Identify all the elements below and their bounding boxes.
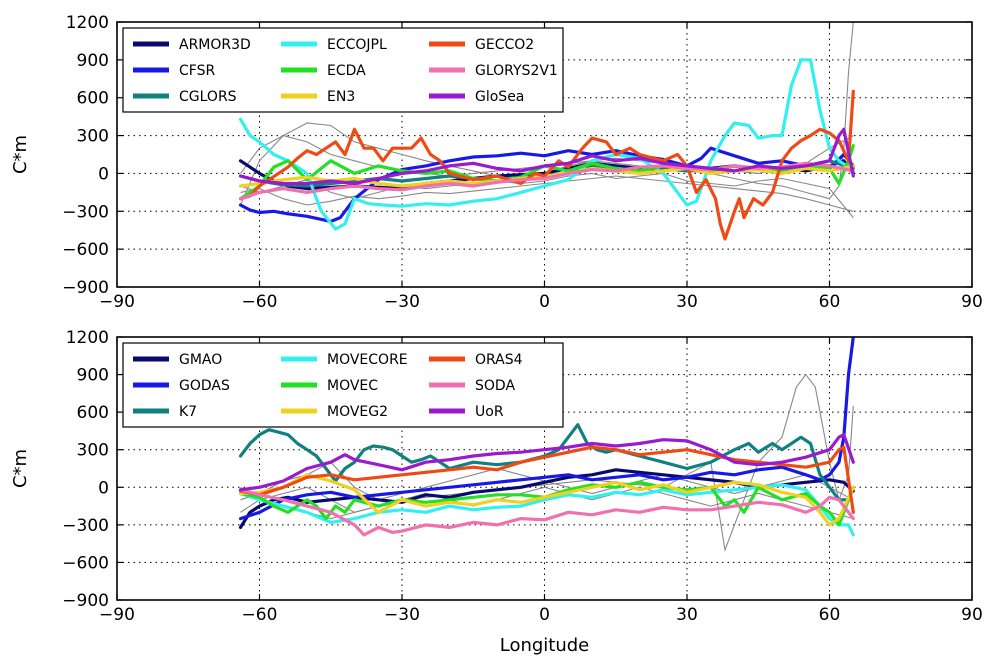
legend-item: ARMOR3D — [133, 37, 251, 53]
legend-item: CGLORS — [133, 89, 237, 105]
legend-item: GMAO — [133, 352, 222, 368]
legend-item: CFSR — [133, 63, 215, 79]
y-tick-label: 1200 — [66, 328, 109, 348]
legend-label: K7 — [179, 404, 197, 420]
plot-area — [238, 337, 855, 553]
legend-label: ECDA — [327, 63, 366, 79]
x-tick-label: −90 — [99, 292, 135, 312]
legend-box — [122, 27, 564, 113]
x-tick-label: −30 — [384, 292, 420, 312]
series-line-k7 — [238, 423, 851, 502]
legend-label: ORAS4 — [475, 352, 523, 368]
x-tick-label: −60 — [242, 605, 278, 625]
x-tick-label: 90 — [961, 292, 983, 312]
x-tick-label: 60 — [819, 605, 841, 625]
y-axis-label: C*m — [10, 135, 31, 174]
legend-item: GloSea — [429, 89, 524, 105]
x-tick-label: 30 — [676, 292, 698, 312]
series-line-movecore — [238, 483, 855, 537]
legend-label: GMAO — [179, 352, 222, 368]
legend: GMAO GODAS K7 MOVECORE MOVEC MOVEG2 ORAS4 SODA U… — [122, 342, 564, 428]
legend-item: K7 — [133, 404, 197, 420]
y-tick-label: −600 — [62, 240, 109, 260]
series-line-glosea — [238, 127, 855, 186]
x-tick-label: −90 — [99, 605, 135, 625]
legend-label: GECCO2 — [475, 37, 534, 53]
legend-box — [122, 342, 564, 428]
y-tick-label: 600 — [77, 89, 109, 109]
x-tick-label: 0 — [539, 605, 550, 625]
x-tick-label: 90 — [961, 605, 983, 625]
legend-item: MOVECORE — [281, 352, 408, 368]
background-series-line — [240, 175, 854, 212]
legend-label: EN3 — [327, 89, 355, 105]
top-panel: −90 −60 −30 0 30 60 90−900−600−300030060090012… — [10, 13, 983, 312]
y-tick-label: 900 — [77, 366, 109, 386]
plot-area — [238, 22, 855, 241]
y-tick-label: 300 — [77, 441, 109, 461]
y-tick-label: 300 — [77, 127, 109, 147]
legend-item: EN3 — [281, 89, 355, 105]
series-line-godas — [238, 337, 855, 521]
y-tick-label: 0 — [98, 478, 109, 498]
legend-label: MOVECORE — [327, 352, 408, 368]
legend-label: ARMOR3D — [179, 37, 251, 53]
bottom-panel: −90 −60 −30 0 30 60 90−900−600−300030060090012… — [10, 328, 983, 656]
y-tick-label: −900 — [62, 591, 109, 611]
series-line-oras4 — [238, 445, 855, 514]
series-line-uor — [238, 433, 855, 492]
y-tick-label: −300 — [62, 516, 109, 536]
x-tick-label: 30 — [676, 605, 698, 625]
legend-item: GODAS — [133, 378, 230, 394]
legend-label: GODAS — [179, 378, 230, 394]
legend-label: GLORYS2V1 — [475, 63, 558, 79]
legend-label: MOVEG2 — [327, 404, 388, 420]
legend-label: UoR — [475, 404, 504, 420]
legend-label: MOVEC — [327, 378, 378, 394]
x-tick-label: −60 — [242, 292, 278, 312]
series-line-gecco2 — [238, 89, 855, 241]
legend-item: MOVEC — [281, 378, 378, 394]
legend-item: ECCOJPL — [281, 37, 387, 53]
y-tick-label: 1200 — [66, 13, 109, 33]
x-tick-label: 60 — [819, 292, 841, 312]
y-tick-label: 900 — [77, 51, 109, 71]
legend-item: ORAS4 — [429, 352, 523, 368]
x-tick-label: 0 — [539, 292, 550, 312]
legend: ARMOR3D CFSR CGLORS ECCOJPL ECDA EN3 GECCO2 GLO… — [122, 27, 564, 113]
y-tick-label: 600 — [77, 403, 109, 423]
x-tick-label: −30 — [384, 605, 420, 625]
legend-item: ECDA — [281, 63, 366, 79]
series-line-soda — [238, 488, 855, 537]
y-tick-label: −900 — [62, 278, 109, 298]
legend-label: CFSR — [179, 63, 215, 79]
y-tick-label: −300 — [62, 202, 109, 222]
y-axis-label: C*m — [10, 449, 31, 488]
series-line-cfsr — [238, 146, 855, 223]
legend-label: ECCOJPL — [327, 37, 387, 53]
background-series-line — [240, 172, 854, 218]
legend-item: GLORYS2V1 — [429, 63, 558, 79]
legend-item: GECCO2 — [429, 37, 534, 53]
y-tick-label: −600 — [62, 553, 109, 573]
legend-label: GloSea — [475, 89, 524, 105]
legend-item: UoR — [429, 404, 504, 420]
legend-label: SODA — [475, 378, 515, 394]
series-line-moveg2 — [238, 473, 855, 527]
x-axis-label: Longitude — [500, 635, 590, 656]
legend-item: MOVEG2 — [281, 404, 388, 420]
series-line-eccojpl — [238, 58, 851, 231]
legend-item: SODA — [429, 378, 515, 394]
y-tick-label: 0 — [98, 164, 109, 184]
legend-label: CGLORS — [179, 89, 237, 105]
